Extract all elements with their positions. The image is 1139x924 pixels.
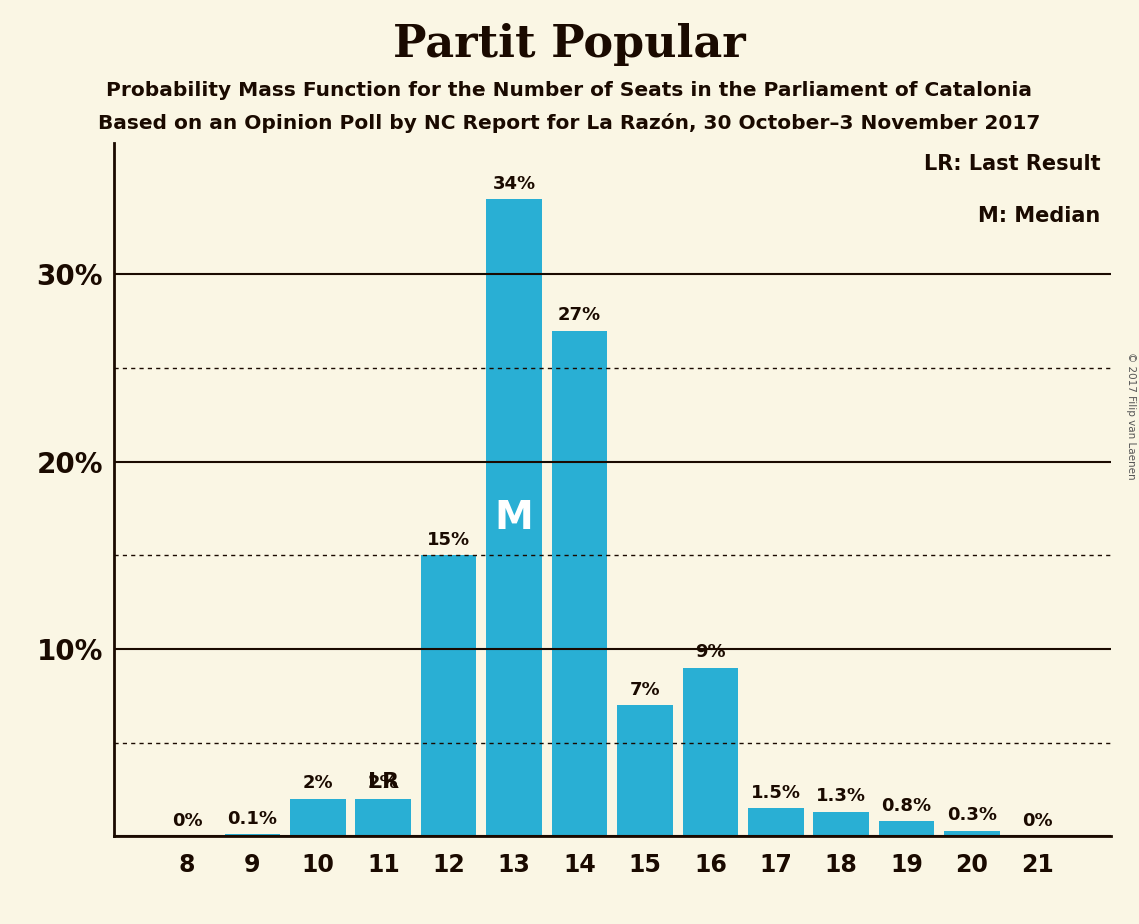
Text: 0.8%: 0.8%: [882, 796, 932, 815]
Text: 2%: 2%: [303, 774, 333, 792]
Text: LR: Last Result: LR: Last Result: [924, 153, 1100, 174]
Text: 0%: 0%: [172, 811, 203, 830]
Bar: [486, 200, 542, 836]
Text: 7%: 7%: [630, 681, 661, 699]
Text: 1.3%: 1.3%: [817, 787, 866, 806]
Bar: [748, 808, 803, 836]
Bar: [551, 331, 607, 836]
Bar: [879, 821, 934, 836]
Text: LR: LR: [368, 772, 399, 792]
Text: M: M: [494, 499, 533, 537]
Bar: [355, 798, 411, 836]
Text: 2%: 2%: [368, 774, 399, 792]
Text: 0%: 0%: [1022, 811, 1052, 830]
Text: 27%: 27%: [558, 306, 601, 324]
Text: Probability Mass Function for the Number of Seats in the Parliament of Catalonia: Probability Mass Function for the Number…: [107, 81, 1032, 101]
Bar: [421, 555, 476, 836]
Text: 0.3%: 0.3%: [947, 806, 997, 824]
Text: 0.1%: 0.1%: [228, 809, 278, 828]
Bar: [617, 705, 673, 836]
Text: M: Median: M: Median: [978, 206, 1100, 225]
Bar: [813, 812, 869, 836]
Bar: [224, 834, 280, 836]
Text: Partit Popular: Partit Popular: [393, 23, 746, 67]
Text: 34%: 34%: [492, 175, 535, 193]
Bar: [944, 831, 1000, 836]
Text: 15%: 15%: [427, 530, 470, 549]
Text: 1.5%: 1.5%: [751, 784, 801, 802]
Bar: [290, 798, 345, 836]
Text: © 2017 Filip van Laenen: © 2017 Filip van Laenen: [1126, 352, 1136, 480]
Text: 9%: 9%: [695, 643, 726, 661]
Bar: [682, 668, 738, 836]
Text: Based on an Opinion Poll by NC Report for La Razón, 30 October–3 November 2017: Based on an Opinion Poll by NC Report fo…: [98, 113, 1041, 133]
